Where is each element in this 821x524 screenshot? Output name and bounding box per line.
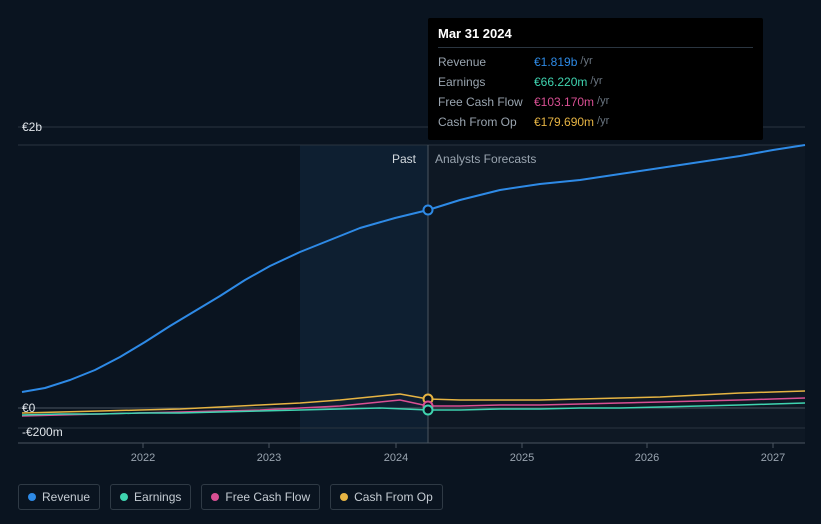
legend-dot-icon — [340, 493, 348, 501]
tooltip-row-unit: /yr — [590, 73, 602, 91]
svg-text:2027: 2027 — [761, 452, 785, 464]
tooltip-row-value: €1.819b — [534, 53, 577, 71]
tooltip-row-unit: /yr — [597, 113, 609, 131]
tooltip-row-value: €66.220m — [534, 73, 587, 91]
legend-label: Earnings — [134, 490, 181, 504]
legend-label: Free Cash Flow — [225, 490, 310, 504]
svg-text:-€200m: -€200m — [22, 425, 63, 439]
tooltip-row-value: €103.170m — [534, 93, 594, 111]
financial-forecast-chart: 202220232024202520262027€2b€0-€200m Mar … — [0, 0, 821, 524]
tooltip-row-label: Earnings — [438, 73, 534, 91]
tooltip-row: Free Cash Flow€103.170m/yr — [438, 92, 753, 112]
svg-text:2022: 2022 — [131, 452, 155, 464]
svg-text:2026: 2026 — [635, 452, 659, 464]
svg-text:2024: 2024 — [384, 452, 408, 464]
legend-label: Cash From Op — [354, 490, 433, 504]
legend-item-earnings[interactable]: Earnings — [110, 484, 191, 510]
tooltip-row-label: Free Cash Flow — [438, 93, 534, 111]
tooltip-row-unit: /yr — [597, 93, 609, 111]
past-label: Past — [392, 152, 416, 166]
tooltip-row-label: Cash From Op — [438, 113, 534, 131]
tooltip-row: Revenue€1.819b/yr — [438, 52, 753, 72]
tooltip-row-value: €179.690m — [534, 113, 594, 131]
legend: Revenue Earnings Free Cash Flow Cash From O… — [18, 484, 443, 510]
tooltip-rows: Revenue€1.819b/yrEarnings€66.220m/yrFree… — [438, 52, 753, 132]
forecast-label: Analysts Forecasts — [435, 152, 536, 166]
legend-dot-icon — [211, 493, 219, 501]
legend-item-cash-from-op[interactable]: Cash From Op — [330, 484, 443, 510]
legend-label: Revenue — [42, 490, 90, 504]
legend-item-free-cash-flow[interactable]: Free Cash Flow — [201, 484, 320, 510]
legend-dot-icon — [120, 493, 128, 501]
hover-tooltip: Mar 31 2024 Revenue€1.819b/yrEarnings€66… — [428, 18, 763, 140]
tooltip-row-unit: /yr — [580, 53, 592, 71]
tooltip-row: Earnings€66.220m/yr — [438, 72, 753, 92]
tooltip-row: Cash From Op€179.690m/yr — [438, 112, 753, 132]
tooltip-row-label: Revenue — [438, 53, 534, 71]
svg-text:€2b: €2b — [22, 120, 42, 134]
legend-dot-icon — [28, 493, 36, 501]
tooltip-date: Mar 31 2024 — [438, 26, 753, 48]
legend-item-revenue[interactable]: Revenue — [18, 484, 100, 510]
svg-text:2025: 2025 — [510, 452, 534, 464]
svg-text:2023: 2023 — [257, 452, 281, 464]
